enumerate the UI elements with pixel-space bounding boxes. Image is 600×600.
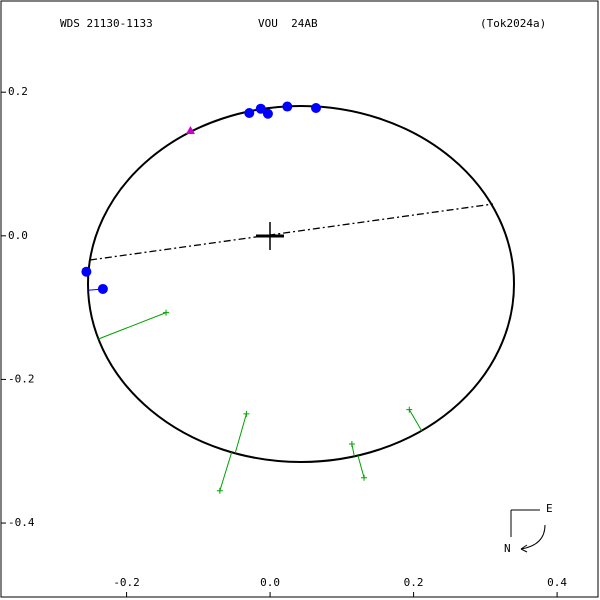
point xyxy=(81,266,92,277)
point xyxy=(361,474,368,481)
residual-line xyxy=(98,312,167,340)
header-ref: (Tok2024a) xyxy=(480,17,546,30)
residual-line xyxy=(219,452,233,491)
point xyxy=(255,103,266,114)
compass-north-label: N xyxy=(504,542,511,555)
point xyxy=(244,108,255,119)
y-tick-label: 0.2 xyxy=(8,85,28,98)
header-id: WDS 21130-1133 xyxy=(60,17,153,30)
point xyxy=(185,125,195,134)
x-tick-label: 0.4 xyxy=(547,576,567,589)
y-tick-label: -0.2 xyxy=(8,372,35,385)
orbit xyxy=(87,105,515,463)
point xyxy=(163,309,170,316)
header-name: VOU 24AB xyxy=(258,17,318,30)
point xyxy=(311,102,322,113)
compass-east-label: E xyxy=(546,502,553,515)
compass-arrow xyxy=(520,524,546,550)
point xyxy=(262,108,273,119)
x-tick-label: 0.2 xyxy=(404,576,424,589)
residual-line xyxy=(408,409,423,431)
y-tick-label: 0.0 xyxy=(8,229,28,242)
point xyxy=(282,101,293,112)
compass-arrowhead xyxy=(520,544,528,553)
point xyxy=(243,410,250,417)
line-of-nodes xyxy=(89,203,494,261)
y-tick-label: -0.4 xyxy=(8,516,35,529)
point xyxy=(216,487,223,494)
x-tick-label: -0.2 xyxy=(113,576,140,589)
x-tick-label: 0.0 xyxy=(260,576,280,589)
residual-line xyxy=(357,455,365,478)
residual-line xyxy=(234,413,247,454)
point xyxy=(406,406,413,413)
point xyxy=(97,283,108,294)
point xyxy=(348,441,355,448)
